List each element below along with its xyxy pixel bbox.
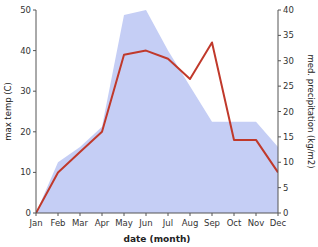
y2-tick-label: 0: [283, 208, 288, 218]
plot-area: [36, 10, 278, 213]
temp-line: [36, 42, 278, 213]
y-tick: [33, 131, 36, 132]
y2-tick: [278, 111, 281, 112]
y2-tick-label: 30: [283, 56, 294, 66]
y-tick: [33, 213, 36, 214]
y-tick: [33, 10, 36, 11]
y2-tick-label: 15: [283, 132, 294, 142]
x-tick: [256, 213, 257, 216]
x-tick: [102, 213, 103, 216]
x-tick-label: Sep: [204, 218, 220, 228]
y2-tick: [278, 187, 281, 188]
chart: JanFebMarAprMayJunJulAugSepOctNovDec0102…: [0, 0, 318, 247]
y2-tick: [278, 35, 281, 36]
y-tick-label: 40: [20, 46, 31, 56]
y2-tick-label: 5: [283, 183, 288, 193]
y-tick-label: 20: [20, 127, 31, 137]
x-tick: [58, 213, 59, 216]
y-tick: [33, 172, 36, 173]
y-tick: [33, 50, 36, 51]
y-tick-label: 30: [20, 86, 31, 96]
precip-area: [36, 10, 278, 213]
x-tick: [80, 213, 81, 216]
x-tick: [124, 213, 125, 216]
x-tick-label: Feb: [50, 218, 65, 228]
x-tick-label: Mar: [72, 218, 89, 228]
x-axis-label: date (month): [124, 234, 191, 244]
x-tick: [190, 213, 191, 216]
y-axis-line: [36, 10, 37, 213]
x-tick-label: Oct: [227, 218, 242, 228]
y2-tick: [278, 86, 281, 87]
x-axis-line: [36, 213, 278, 214]
x-tick-label: Jun: [138, 218, 152, 228]
y2-tick-label: 40: [283, 5, 294, 15]
x-tick: [146, 213, 147, 216]
y-tick-label: 0: [26, 208, 31, 218]
x-tick-label: Jan: [28, 218, 42, 228]
y2-tick-label: 10: [283, 157, 294, 167]
y-tick-label: 10: [20, 167, 31, 177]
y2-tick: [278, 162, 281, 163]
y2-tick: [278, 213, 281, 214]
y2-tick: [278, 136, 281, 137]
x-tick-label: May: [115, 218, 133, 228]
x-tick-label: Jul: [162, 218, 173, 228]
y-tick: [33, 91, 36, 92]
y2-tick-label: 20: [283, 107, 294, 117]
x-tick-label: Dec: [270, 218, 287, 228]
x-tick: [168, 213, 169, 216]
x-tick-label: Apr: [95, 218, 110, 228]
y2-tick-label: 25: [283, 81, 294, 91]
y2-tick: [278, 60, 281, 61]
x-tick-label: Nov: [248, 218, 265, 228]
x-tick: [212, 213, 213, 216]
y-axis-label: max temp (C): [3, 82, 13, 141]
x-tick: [234, 213, 235, 216]
y2-axis-label: med. precipitation (kg/m2): [306, 54, 316, 168]
y2-tick: [278, 10, 281, 11]
x-tick-label: Aug: [182, 218, 199, 228]
y-tick-label: 50: [20, 5, 31, 15]
y2-tick-label: 35: [283, 30, 294, 40]
